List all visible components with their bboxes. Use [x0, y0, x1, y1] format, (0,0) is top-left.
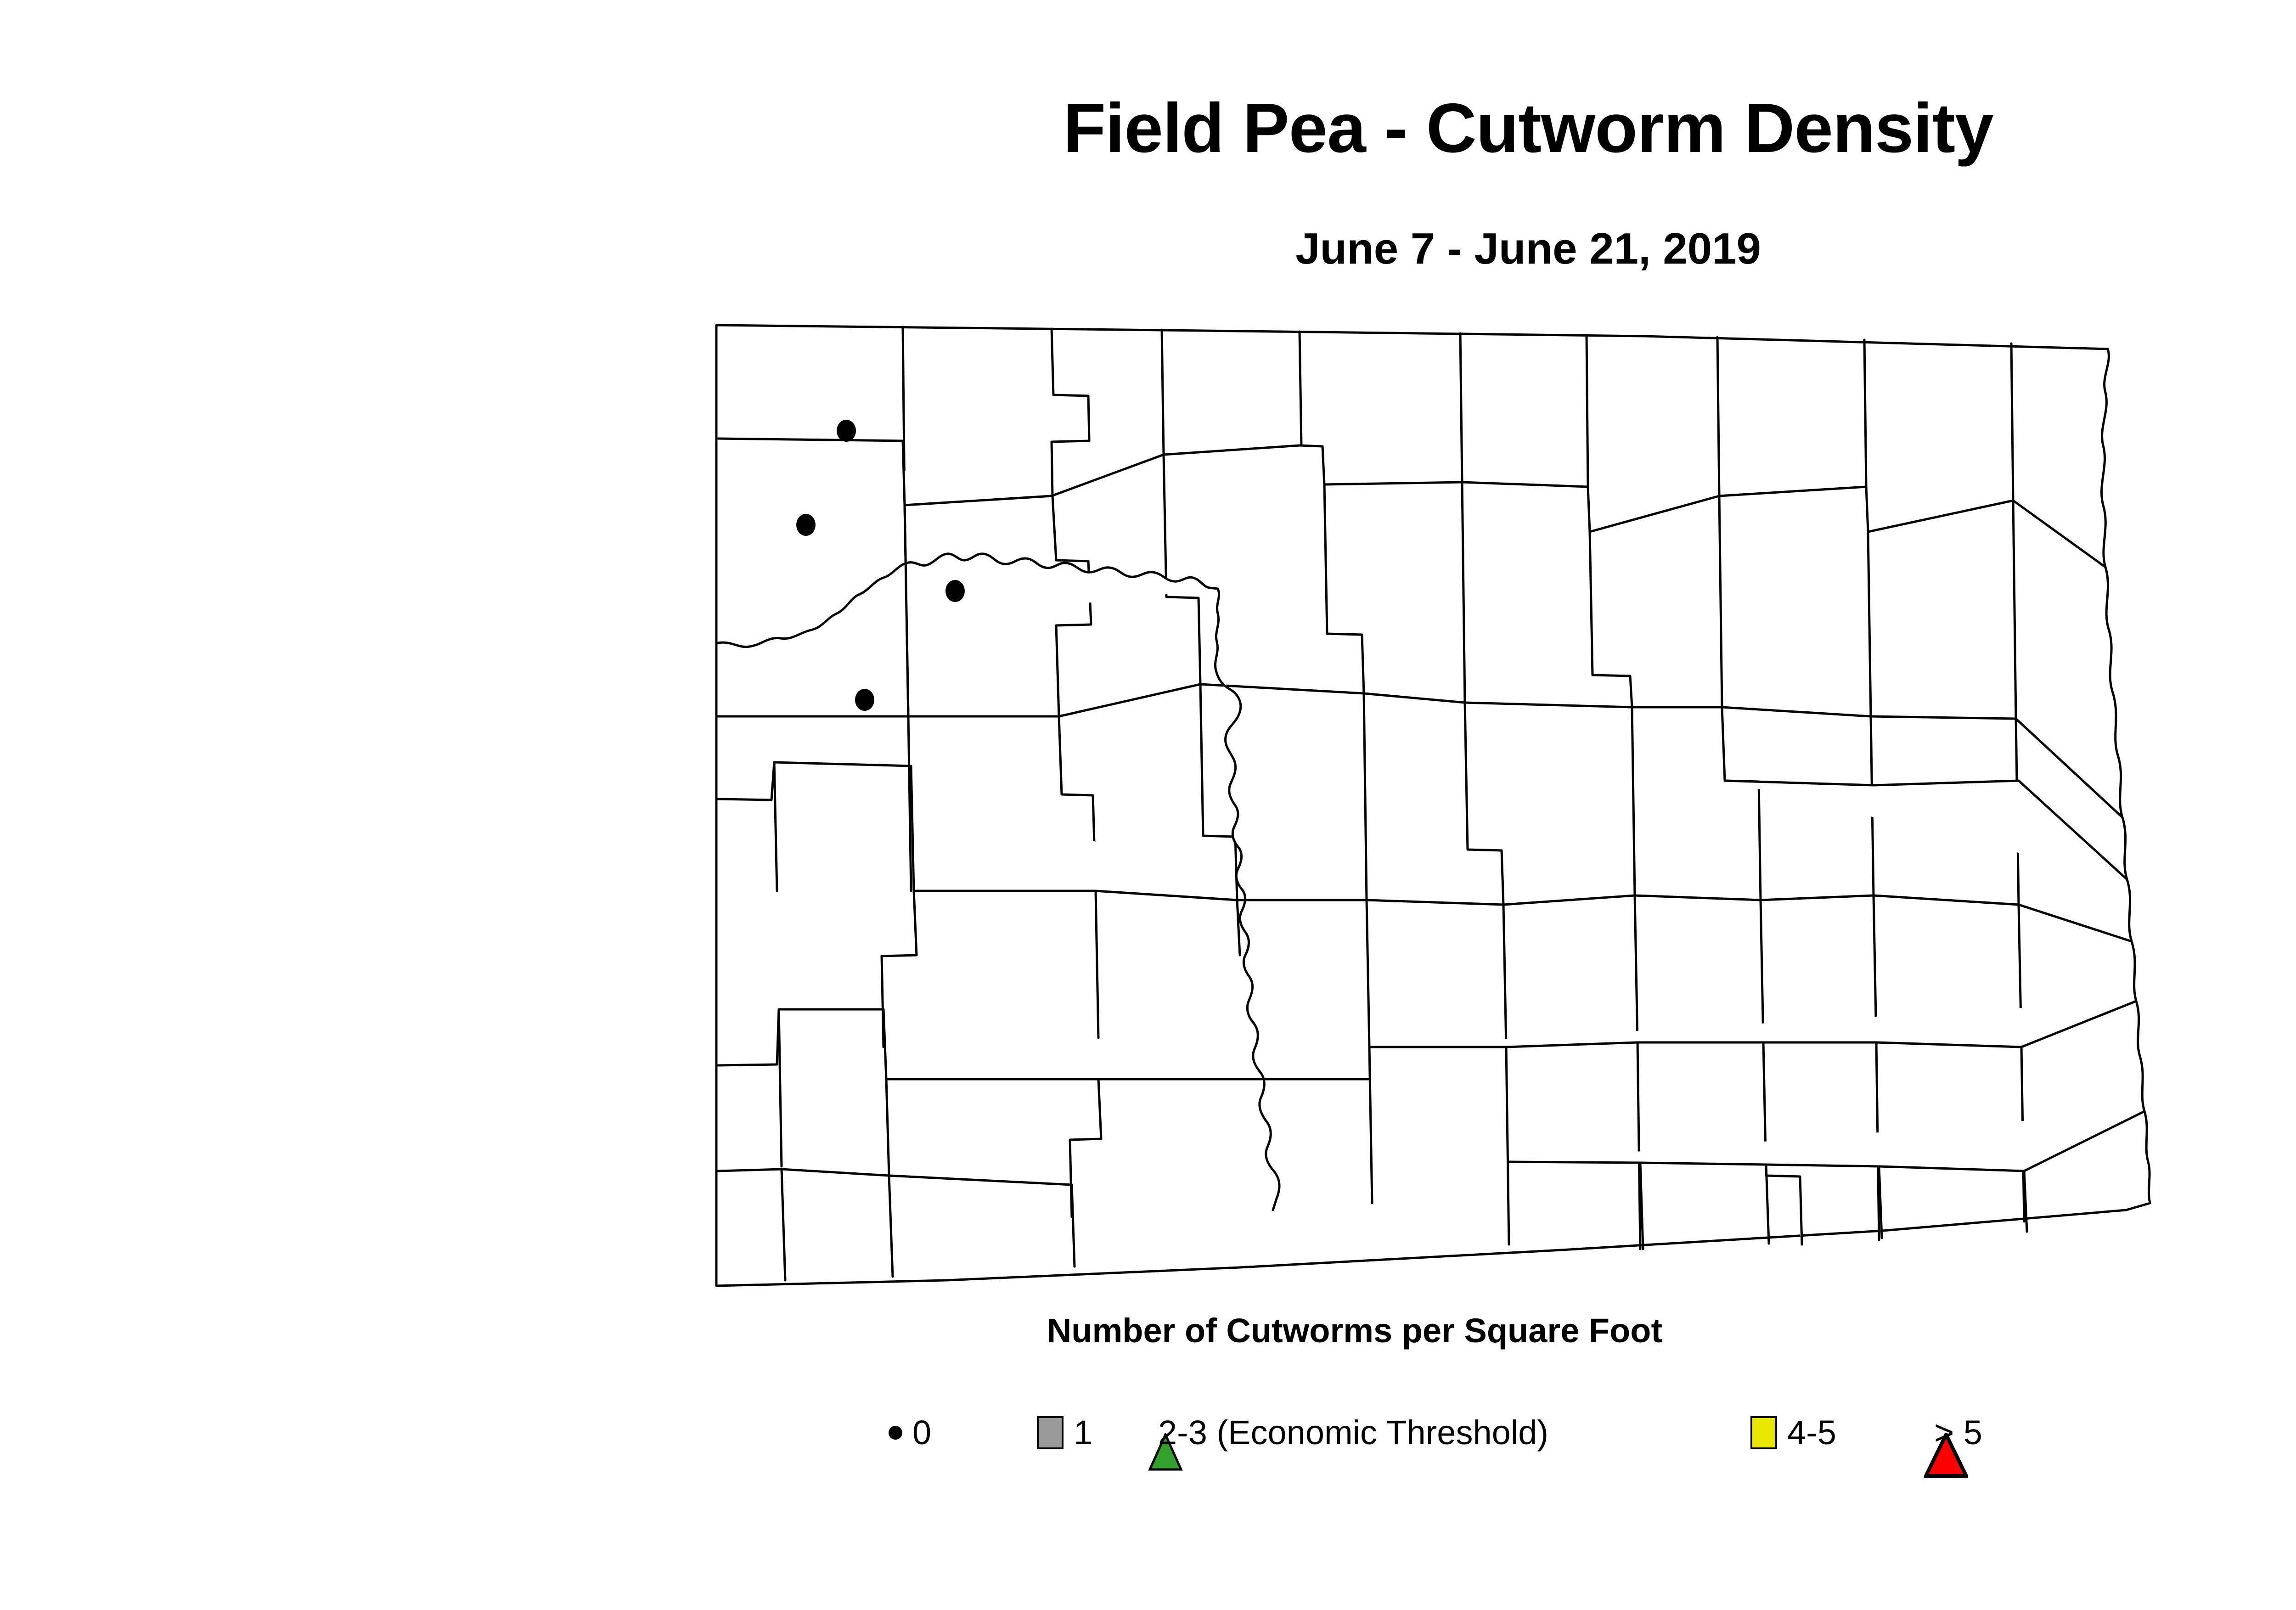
legend-item-1[interactable]: 1 — [1037, 1396, 1092, 1469]
county-boundary-h3a-east — [1723, 779, 2128, 881]
county-divider-r2-6 — [1588, 530, 1633, 709]
county-divider-r5-1 — [777, 1008, 783, 1168]
county-divider-r1-9 — [2010, 342, 2015, 502]
county-divider-r3-1 — [907, 715, 912, 892]
county-divider-r5-2 — [885, 1078, 890, 1177]
county-divider-r1-5 — [1459, 332, 1463, 484]
legend-item-2[interactable]: 2-3 (Economic Threshold) — [1148, 1396, 1548, 1471]
legend: 0 1 2-3 (Economic Threshold) 4-5 > 5 — [0, 1396, 2296, 1478]
data-point-site-4[interactable] — [855, 689, 874, 711]
county-divider-r5-6 — [1636, 1041, 1642, 1250]
county-divider-r5-3 — [1069, 1078, 1103, 1218]
county-divider-r2-5 — [1461, 481, 1466, 704]
county-divider-r4-3 — [1094, 889, 1100, 1039]
county-divider-r6-6 — [1878, 1165, 1883, 1239]
county-divider-r1-3 — [1160, 328, 1165, 456]
data-points-layer — [796, 420, 965, 711]
county-divider-r4-5 — [1365, 899, 1371, 1048]
county-divider-r1-6 — [1585, 334, 1589, 488]
county-divider-r6-4 — [1639, 1161, 1644, 1250]
county-divider-r5-5 — [1505, 1046, 1510, 1246]
county-boundary-h4-west — [717, 1008, 885, 1067]
county-divider-r4-1 — [773, 761, 778, 892]
county-divider-r4-6 — [1502, 903, 1508, 1048]
county-boundary-h2-west — [903, 504, 910, 718]
county-divider-r2-3 — [1162, 453, 1202, 686]
legend-item-0[interactable]: 0 — [889, 1396, 931, 1469]
county-divider-r4-7 — [1633, 894, 1639, 1044]
black-dot-icon — [889, 1426, 902, 1440]
county-boundary-h1-east2 — [1718, 485, 2015, 533]
legend-item-3[interactable]: 4-5 — [1750, 1396, 1836, 1469]
page-title: Field Pea - Cutworm Density — [1063, 89, 1993, 167]
county-boundary-h4-mid — [882, 1008, 1241, 1081]
county-divider-r1-2 — [1050, 327, 1091, 497]
county-divider-r4-2 — [880, 889, 918, 1048]
county-divider-r3-3 — [1199, 683, 1238, 901]
legend-item-4[interactable]: > 5 — [1924, 1396, 1982, 1478]
county-divider-r1-7 — [1716, 336, 1721, 497]
county-boundary-h1-east3 — [2012, 499, 2107, 569]
data-point-site-3[interactable] — [945, 580, 965, 602]
county-divider-r3-4 — [1362, 692, 1368, 901]
data-point-site-1[interactable] — [837, 420, 856, 442]
yellow-square-icon — [1750, 1416, 1777, 1449]
county-divider-r6-7 — [2023, 1170, 2028, 1233]
gray-square-icon — [1037, 1416, 1064, 1449]
county-boundary-h1-east — [1461, 481, 1721, 533]
county-divider-r3-5 — [1463, 701, 1505, 906]
county-divider-r4-8 — [1759, 899, 1765, 1044]
county-divider-r4-4 — [1236, 899, 1241, 957]
map-svg — [715, 324, 2151, 1287]
county-divider-r6-2 — [888, 1174, 894, 1278]
county-boundary-h1-mid2 — [1298, 444, 1463, 486]
legend-label-2: 2-3 (Economic Threshold) — [1158, 1413, 1548, 1452]
page-subtitle: June 7 - June 21, 2019 — [1295, 224, 1761, 273]
county-boundary-h5-west — [717, 1168, 1073, 1186]
county-divider-r2-9 — [2012, 499, 2017, 720]
county-divider-r1-4 — [1298, 330, 1303, 447]
county-divider-r6-1 — [780, 1168, 787, 1282]
legend-label-0: 0 — [912, 1413, 932, 1452]
county-divider-r6-3 — [1070, 1183, 1076, 1268]
north-dakota-county-map — [689, 303, 2250, 1304]
missouri-river-lake-sakakawea — [717, 552, 1219, 648]
data-point-site-2[interactable] — [796, 514, 816, 536]
legend-title: Number of Cutworms per Square Foot — [1047, 1312, 1663, 1350]
county-boundaries — [715, 324, 2151, 1287]
county-boundary-h1-west — [717, 437, 1053, 507]
county-divider-r2-8 — [1867, 530, 1872, 718]
county-divider-r2-7 — [1718, 495, 1723, 709]
county-boundary-h3-mid2 — [1236, 894, 2133, 943]
county-divider-r2-4 — [1323, 483, 1365, 695]
county-boundary-h3-mid — [910, 765, 1238, 901]
missouri-river-south — [1214, 587, 1281, 1211]
legend-label-3: 4-5 — [1787, 1413, 1836, 1452]
county-divider-r5-4 — [1368, 1046, 1373, 1205]
county-boundary-h5-east — [1508, 1110, 2146, 1172]
county-boundary-h3-west — [717, 761, 912, 801]
county-divider-r3-6 — [1631, 706, 1636, 897]
county-divider-r1-8 — [1863, 338, 1868, 488]
legend-label-4: > 5 — [1934, 1413, 1982, 1452]
legend-label-1: 1 — [1074, 1413, 1093, 1452]
county-divider-r6-5 — [1765, 1163, 1770, 1245]
